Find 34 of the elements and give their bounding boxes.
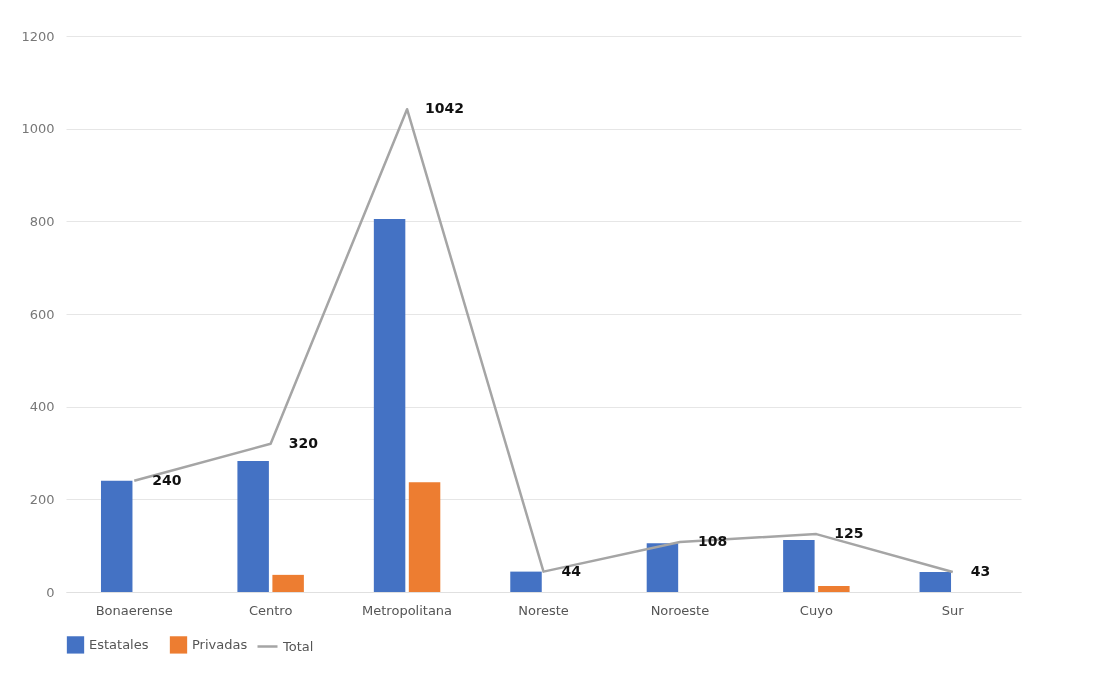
y-tick-label: 1000 [21, 121, 55, 137]
x-tick-label: Bonaerense [95, 602, 173, 618]
y-tick-label: 0 [46, 584, 55, 600]
bar [373, 219, 406, 592]
y-tick-label: 600 [29, 306, 55, 322]
legend-label: Total [282, 638, 314, 654]
bar [919, 572, 952, 592]
x-tick-label: Noroeste [650, 602, 710, 618]
bar [272, 574, 304, 592]
bar [237, 460, 269, 592]
x-tick-label: Cuyo [799, 602, 833, 618]
y-tick-label: 1200 [21, 28, 55, 44]
bar [408, 482, 441, 592]
bar [646, 543, 679, 592]
legend-label: Estatales [89, 636, 149, 652]
y-tick-label: 200 [29, 491, 55, 507]
bar [818, 585, 850, 592]
data-label: 108 [697, 532, 728, 549]
x-tick-label: Centro [248, 602, 293, 618]
bar [510, 571, 542, 592]
data-label: 320 [288, 434, 319, 451]
data-label: 125 [834, 525, 864, 542]
y-tick-label: 800 [29, 213, 55, 229]
x-tick-label: Metropolitana [362, 602, 453, 618]
x-tick-label: Sur [941, 602, 965, 618]
x-tick-label: Noreste [518, 602, 569, 618]
y-tick-label: 400 [29, 399, 55, 415]
legend-label: Privadas [192, 636, 248, 652]
data-label: 1042 [425, 100, 465, 117]
bar [783, 540, 815, 592]
data-label: 43 [970, 563, 991, 580]
data-label: 240 [152, 471, 182, 488]
bar [100, 480, 133, 592]
data-label: 44 [561, 562, 582, 579]
